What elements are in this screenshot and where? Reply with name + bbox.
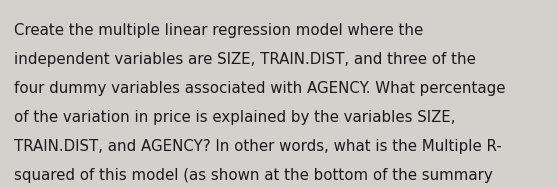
Text: four dummy variables associated with AGENCY. What percentage: four dummy variables associated with AGE… <box>14 81 506 96</box>
Text: TRAIN.DIST, and AGENCY? In other words, what is the Multiple R-: TRAIN.DIST, and AGENCY? In other words, … <box>14 139 502 154</box>
Text: of the variation in price is explained by the variables SIZE,: of the variation in price is explained b… <box>14 110 455 125</box>
Text: Create the multiple linear regression model where the: Create the multiple linear regression mo… <box>14 23 423 38</box>
Text: independent variables are SIZE, TRAIN.DIST, and three of the: independent variables are SIZE, TRAIN.DI… <box>14 52 476 67</box>
Text: squared of this model (as shown at the bottom of the summary: squared of this model (as shown at the b… <box>14 168 493 183</box>
